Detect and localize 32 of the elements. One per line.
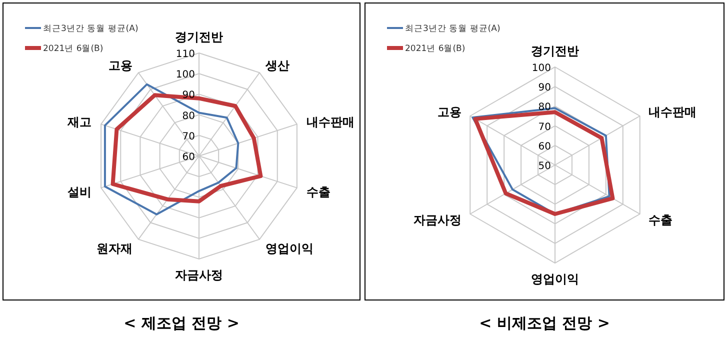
- spoke-label: 영업이익: [531, 272, 579, 286]
- legend-label: 최근3년간 동월 평균(A): [43, 24, 138, 34]
- spoke-label: 자금사정: [413, 213, 462, 227]
- y-tick-label: 70: [182, 131, 195, 142]
- spoke-label: 경기전반: [175, 30, 223, 44]
- spoke-label: 내수판매: [648, 105, 697, 119]
- legend-label: 2021년 6월(B): [43, 44, 104, 54]
- spoke-label: 수출: [648, 213, 673, 227]
- y-tick-label: 110: [176, 49, 195, 60]
- legend-label: 2021년 6월(B): [405, 44, 466, 54]
- y-tick-label: 60: [182, 152, 195, 163]
- text: < 제조업 전망 >: [124, 314, 240, 332]
- spoke-label: 설비: [66, 184, 92, 199]
- spoke-label: 원자재: [96, 241, 133, 256]
- y-tick-label: 100: [532, 63, 551, 74]
- spoke-label: 영업이익: [265, 241, 314, 256]
- spoke-label: 고용: [437, 105, 462, 119]
- spoke-label: 재고: [66, 115, 92, 130]
- spoke-label: 수출: [306, 184, 330, 199]
- y-tick-label: 100: [176, 70, 195, 81]
- y-tick-label: 60: [538, 141, 551, 152]
- y-tick-label: 50: [538, 161, 551, 172]
- legend-label: 최근3년간 동월 평균(A): [405, 24, 500, 34]
- spoke-label: 생산: [264, 58, 290, 73]
- text: < 비제조업 전망 >: [479, 314, 610, 332]
- spoke-label: 내수판매: [306, 115, 354, 130]
- spoke-label: 고용: [108, 58, 133, 73]
- y-tick-label: 70: [538, 122, 551, 133]
- y-tick-label: 80: [182, 110, 195, 122]
- spoke-label: 경기전반: [531, 44, 579, 58]
- spoke-label: 자금사정: [175, 268, 223, 282]
- y-tick-label: 90: [538, 82, 551, 94]
